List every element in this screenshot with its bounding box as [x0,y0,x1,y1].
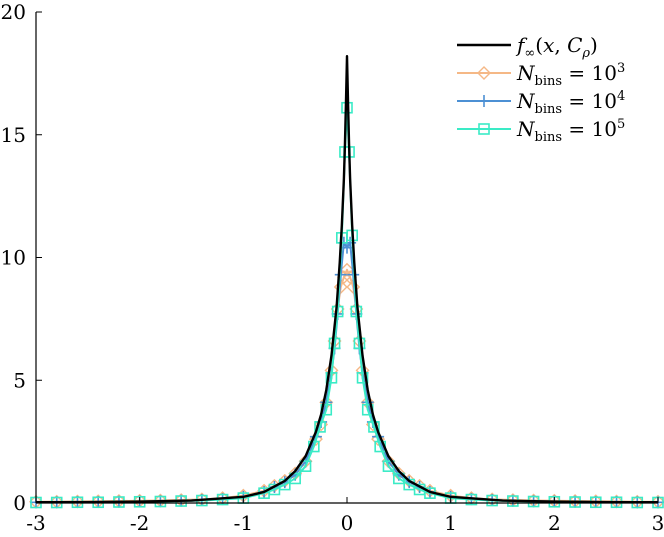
legend-label-3: Nbins = 105 [516,117,625,145]
legend-marker-2 [478,95,490,107]
series-3-point [328,337,341,350]
series-3-point [356,371,369,384]
y-tick-label: 15 [1,123,26,147]
legend: f∞(x, Cρ) Nbins = 103 Nbins = 104 Nbins … [457,33,625,145]
series-1-point [346,279,361,294]
series-3-point [299,460,312,472]
series-3-point [353,337,366,350]
series-3-point [325,371,338,384]
y-tick-label: 10 [1,246,26,270]
series-line-2 [36,241,658,504]
y-tick-label: 0 [13,491,26,515]
x-tick-label: 2 [548,511,561,535]
series-0 [35,54,659,504]
series-3-point [393,472,405,485]
legend-marker-3 [478,123,490,135]
series-2 [30,236,664,509]
series-line-0 [35,54,659,504]
series-1-point [340,262,354,277]
series-line-1 [36,268,658,503]
x-tick-label: -1 [234,511,253,535]
legend-label-0: f∞(x, Cρ) [515,33,598,61]
x-tick-label: -2 [130,511,149,535]
x-tick-label: 0 [341,511,354,535]
x-tick-label: 3 [652,511,664,535]
series-3 [30,101,664,509]
y-tick-label: 5 [13,368,26,392]
series-2-point [341,241,353,254]
legend-label-2: Nbins = 104 [516,89,625,117]
series-line-3 [36,106,658,504]
x-tick-label: 1 [444,511,457,535]
series-3-point [289,472,301,485]
legend-label-1: Nbins = 103 [516,61,625,89]
x-tick-label: -3 [26,511,45,535]
y-tick-label: 20 [1,0,26,24]
series-1-point [333,279,348,294]
legend-marker-1 [477,66,491,80]
series-3-point [382,460,395,472]
series-1 [29,262,664,509]
